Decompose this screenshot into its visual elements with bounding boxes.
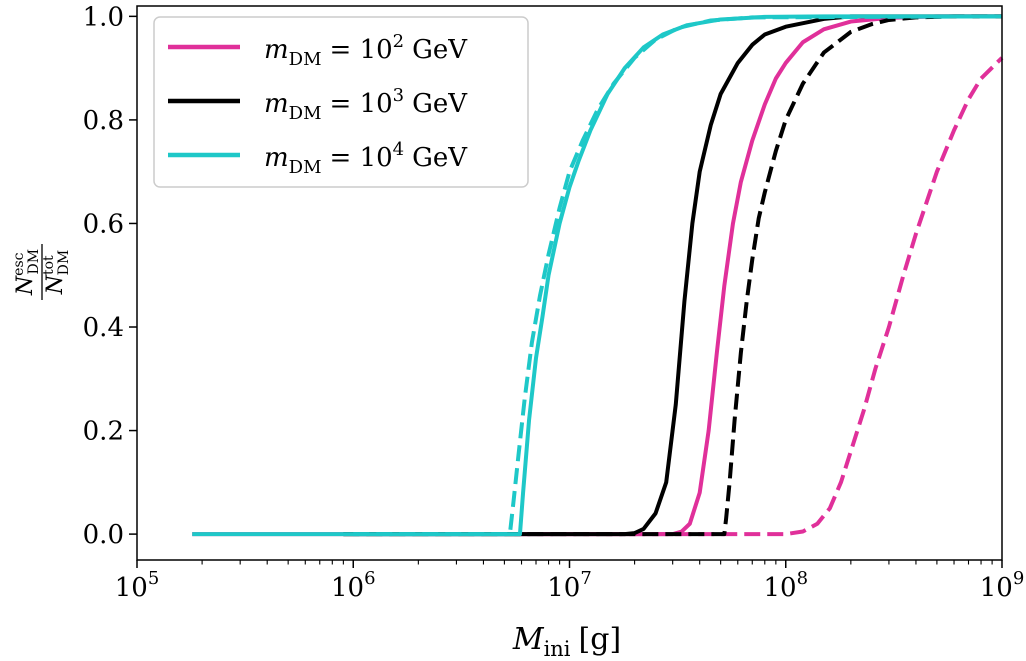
y-tick-label-2: 0.4 <box>83 313 124 343</box>
tick-layer: 105 106 107 108 109 0.0 0.2 0.4 0.6 0.8 1.0 <box>83 2 1025 603</box>
legend: mDM = 102 GeV mDM = 103 GeV mDM = 104 GeV <box>153 16 529 188</box>
x-tick-label-2: 107 <box>547 568 592 603</box>
y-label-den-symbol: N <box>43 274 68 295</box>
y-axis-label: NescDM NtotDM <box>11 244 72 300</box>
legend-entry-mdm-1e4: mDM = 104 GeV <box>168 139 468 178</box>
y-axis-label-numerator: NescDM <box>11 249 42 296</box>
x-tick-label-4: 109 <box>980 568 1025 603</box>
series-line-0 <box>192 14 1002 537</box>
y-label-num-sup: esc <box>11 252 27 275</box>
x-axis-label-unit: [g] <box>579 622 622 657</box>
y-tick-label-5: 1.0 <box>83 2 124 32</box>
legend-label-mdm-1e3: mDM = 103 GeV <box>264 85 468 124</box>
y-label-num-symbol: N <box>13 275 38 296</box>
y-tick-label-0: 0.0 <box>83 520 124 550</box>
legend-entry-mdm-1e3: mDM = 103 GeV <box>168 85 468 124</box>
y-label-den-sub: DM <box>56 250 72 276</box>
y-tick-label-1: 0.2 <box>83 417 124 447</box>
x-axis-label-main: M <box>512 622 545 657</box>
series-line-3 <box>343 14 1002 537</box>
x-axis-label-sub: ini <box>544 637 571 661</box>
legend-label-mdm-1e2: mDM = 102 GeV <box>264 31 468 70</box>
x-tick-label-1: 106 <box>331 568 376 603</box>
x-axis-label: Mini [g] <box>512 622 621 661</box>
series-line-1 <box>353 56 1004 537</box>
legend-entry-mdm-1e2: mDM = 102 GeV <box>168 31 468 70</box>
legend-label-mdm-1e4: mDM = 104 GeV <box>264 139 468 178</box>
y-tick-label-4: 0.8 <box>83 106 124 136</box>
x-tick-label-0: 105 <box>115 568 160 603</box>
plot-frame <box>136 5 1003 561</box>
y-tick-label-3: 0.6 <box>83 209 124 239</box>
legend-box <box>153 16 529 188</box>
y-label-den-sup: tot <box>41 255 57 275</box>
series-line-5 <box>353 14 1003 537</box>
x-tick-label-3: 108 <box>763 568 808 603</box>
series-line-2 <box>343 14 1002 537</box>
y-axis-label-denominator: NtotDM <box>41 250 72 296</box>
y-label-num-sub: DM <box>26 249 42 275</box>
series-layer <box>192 14 1004 537</box>
